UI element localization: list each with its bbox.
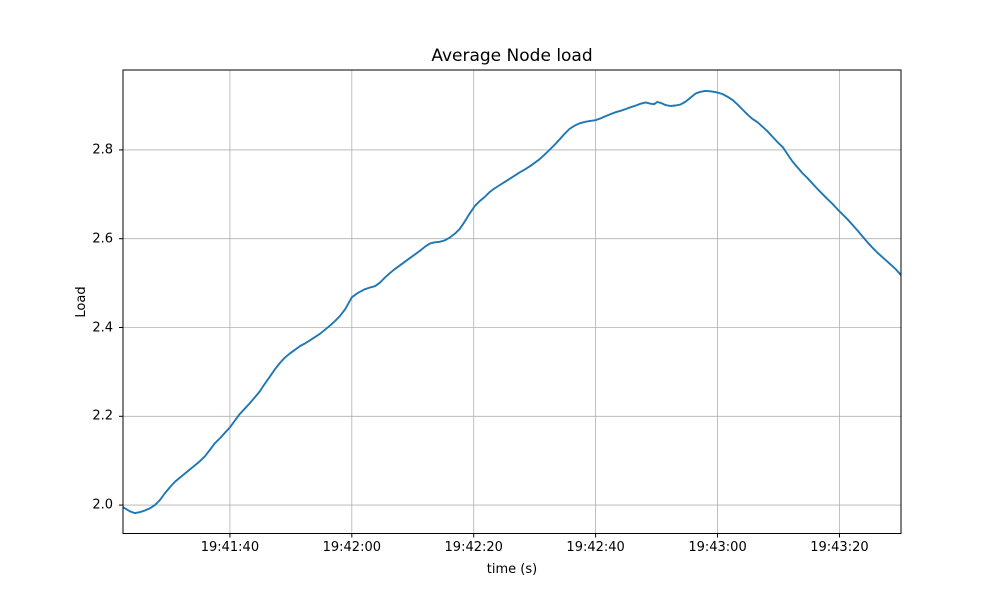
y-tick-label: 2.0 [92,497,113,513]
x-tick-label: 19:42:20 [444,540,503,555]
x-tick-label: 19:41:40 [200,540,260,555]
y-tick-label: 2.4 [92,320,113,335]
axes-spines [122,69,902,534]
y-tick-label: 2.8 [92,142,113,158]
series-line-average-node-load [123,89,901,515]
x-tick-label: 19:43:20 [810,540,869,555]
x-axis-label: time (s) [486,562,538,577]
chart-title: Average Node load [431,46,593,66]
x-tick-label: 19:42:40 [566,540,625,555]
y-tick-label: 2.6 [92,231,113,247]
x-tick-label: 19:42:00 [322,540,382,555]
x-tick-label: 19:43:00 [688,540,747,555]
y-axis-label: Load [74,286,89,318]
y-tick-label: 2.2 [92,408,113,424]
